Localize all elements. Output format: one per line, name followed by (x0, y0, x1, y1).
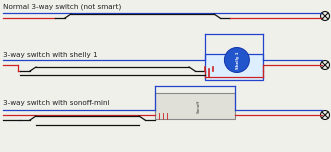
Text: Normal 3-way switch (not smart): Normal 3-way switch (not smart) (3, 4, 121, 10)
Text: Sonoff: Sonoff (197, 99, 201, 113)
Text: 3-way switch with sonoff-mini: 3-way switch with sonoff-mini (3, 100, 110, 106)
Text: 3-way switch with shelly 1: 3-way switch with shelly 1 (3, 52, 98, 58)
Text: Shelly 1: Shelly 1 (236, 51, 240, 69)
Bar (155, 93, 235, 119)
Circle shape (224, 48, 249, 73)
Bar (205, 54, 263, 80)
